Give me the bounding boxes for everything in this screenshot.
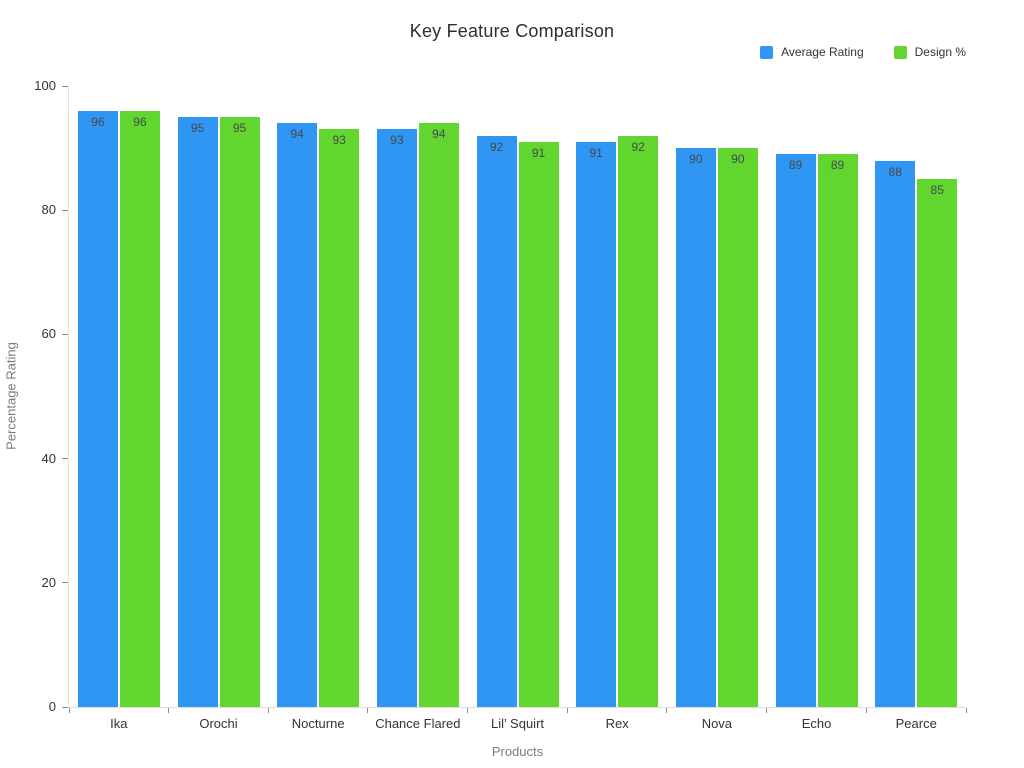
y-tick-mark: [62, 582, 68, 584]
bar-group: 90 90: [667, 86, 767, 707]
x-category-label: Echo: [801, 716, 832, 731]
x-tick-mark: [566, 708, 568, 713]
bar-value-label: 88: [888, 164, 902, 179]
bar-design-: 90: [717, 148, 758, 707]
bar-value-label: 96: [91, 114, 105, 129]
bar-group: 95 95: [169, 86, 269, 707]
plot-area: 0 20 40 60 80 100 96 96 95 95 94 93 93 94 92 91 91 92 90 9…: [34, 78, 967, 759]
bar-design-: 94: [418, 123, 459, 707]
x-tick-mark: [168, 708, 170, 713]
bar-group: 94 93: [268, 86, 368, 707]
y-tick-mark: [62, 85, 68, 87]
bar-value-label: 91: [531, 145, 546, 160]
x-axis-title: Products: [491, 744, 544, 759]
bar-average-rating: 95: [177, 117, 218, 707]
bar-value-label: 93: [332, 133, 346, 148]
bar-value-label: 89: [830, 158, 845, 173]
x-tick-mark: [367, 708, 369, 713]
x-category-label: Nova: [701, 716, 733, 731]
bar-group: 93 94: [368, 86, 468, 707]
x-tick-mark: [965, 708, 967, 713]
bar-group: 96 96: [69, 86, 169, 707]
x-category-label: Lil’ Squirt: [491, 716, 545, 731]
x-category-label: Orochi: [199, 716, 238, 731]
bar-average-rating: 90: [675, 148, 716, 707]
x-category-label: Chance Flared: [375, 716, 461, 731]
bar-value-label: 92: [631, 139, 645, 154]
bar-average-rating: 94: [277, 123, 318, 707]
x-tick-mark: [766, 708, 768, 713]
x-category-label: Ika: [110, 716, 128, 731]
bar-group: 89 89: [767, 86, 867, 707]
bar-group: 88 85: [866, 86, 966, 707]
bar-design-: 96: [119, 110, 160, 707]
y-tick-label: 100: [34, 78, 56, 93]
bar-design-: 93: [319, 129, 360, 707]
bar-value-label: 90: [731, 152, 745, 167]
bar-average-rating: 88: [875, 160, 916, 707]
y-tick-mark: [62, 209, 68, 211]
y-tick-label: 20: [41, 574, 56, 590]
legend-label: Average Rating: [781, 45, 864, 59]
legend-swatch-icon: [760, 45, 774, 59]
bar-average-rating: 93: [376, 129, 417, 707]
x-tick-mark: [865, 708, 867, 713]
bar-value-label: 85: [930, 183, 944, 198]
bar-group: 92 91: [468, 86, 568, 707]
bar-value-label: 95: [190, 121, 205, 136]
x-axis-labels: Ika Orochi Nocturne Chance Flared Lil’ Squir…: [69, 716, 966, 731]
y-tick-label: 60: [41, 326, 56, 342]
y-axis-title: Percentage Rating: [3, 342, 19, 450]
bar-value-label: 89: [788, 158, 803, 173]
bar-groups: 96 96 95 95 94 93 93 94 92 91 91 92 90 90 89 89 88 85: [69, 86, 966, 707]
y-tick-label: 0: [48, 699, 56, 714]
bar-value-label: 94: [432, 127, 446, 142]
bar-design-: 85: [917, 179, 958, 707]
y-tick-label: 80: [41, 202, 56, 218]
chart-title: Key Feature Comparison: [409, 21, 615, 41]
bar-value-label: 95: [232, 121, 247, 136]
bar-value-label: 90: [689, 152, 703, 167]
bar-value-label: 91: [589, 145, 603, 160]
bar-average-rating: 96: [77, 110, 118, 707]
bar-design-: 91: [518, 141, 559, 707]
y-tick-mark: [62, 333, 68, 335]
legend-label: Design %: [914, 45, 966, 59]
x-tick-mark: [68, 708, 70, 713]
bar-group: 91 92: [567, 86, 667, 707]
bar-average-rating: 92: [476, 135, 517, 707]
x-tick-mark: [467, 708, 469, 713]
y-tick-label: 40: [41, 450, 56, 466]
bar-value-label: 92: [489, 139, 504, 154]
legend-item-average-rating[interactable]: Average Rating: [760, 45, 864, 59]
x-category-label: Nocturne: [291, 716, 345, 731]
bar-design-: 92: [618, 135, 659, 707]
x-tick-mark: [666, 708, 668, 713]
bar-average-rating: 89: [775, 154, 816, 707]
bar-value-label: 96: [133, 114, 147, 129]
legend-swatch-icon: [893, 45, 907, 59]
y-tick-mark: [62, 458, 68, 460]
x-tick-mark: [267, 708, 269, 713]
bar-design-: 95: [219, 117, 260, 707]
x-category-label: Pearce: [895, 716, 937, 731]
legend-item-design-pct[interactable]: Design %: [893, 45, 966, 59]
bar-value-label: 94: [290, 127, 304, 142]
bar-average-rating: 91: [576, 141, 617, 707]
legend: Average Rating Design %: [760, 45, 966, 59]
bar-value-label: 93: [390, 133, 404, 148]
bar-design-: 89: [817, 154, 858, 707]
y-tick-mark: [62, 706, 68, 708]
x-category-label: Rex: [605, 716, 629, 731]
